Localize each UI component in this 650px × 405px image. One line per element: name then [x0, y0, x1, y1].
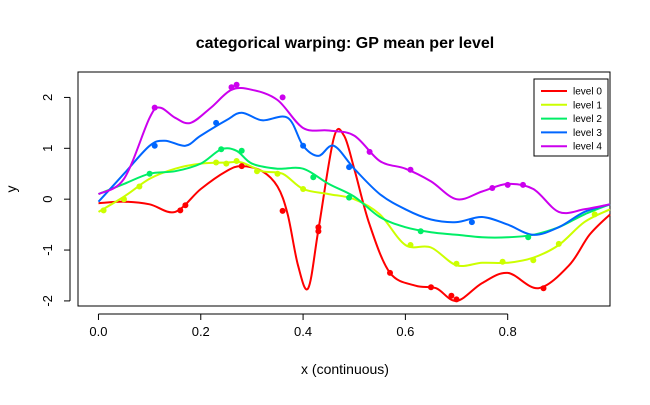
data-point-level-1 [121, 196, 127, 203]
data-point-level-4 [366, 148, 373, 155]
data-point-level-4 [228, 84, 235, 91]
y-axis: -2 -1 0 1 2 [40, 94, 71, 307]
series-points [100, 81, 598, 303]
data-point-level-2 [238, 147, 245, 154]
data-point-level-4 [504, 181, 511, 188]
data-point-level-1 [213, 159, 220, 166]
legend-label: level 2 [573, 114, 602, 125]
data-point-level-4 [233, 81, 240, 88]
data-point-level-0 [387, 269, 393, 276]
data-point-level-1 [499, 258, 506, 265]
x-axis-label: x (continuous) [301, 361, 389, 377]
x-tick-label: 0.8 [499, 324, 517, 339]
data-point-level-0 [540, 285, 547, 292]
data-point-level-1 [254, 168, 260, 175]
data-point-level-0 [238, 163, 245, 170]
data-point-level-0 [428, 284, 434, 291]
data-point-level-1 [453, 260, 460, 267]
x-tick-label: 0.4 [294, 324, 312, 339]
data-point-level-0 [315, 228, 322, 235]
plot-frame [77, 71, 611, 307]
y-tick-label: -1 [40, 244, 55, 256]
data-point-level-1 [555, 240, 562, 247]
data-point-level-0 [448, 292, 455, 299]
data-point-level-3 [300, 142, 307, 149]
x-tick-label: 0.2 [192, 324, 210, 339]
data-point-level-1 [407, 242, 414, 248]
data-point-level-2 [525, 234, 532, 241]
y-axis-label: y [3, 186, 19, 193]
data-point-level-2 [417, 228, 424, 235]
y-tick-label: 1 [40, 145, 55, 152]
data-point-level-4 [279, 94, 286, 101]
series-line-level-4 [97, 87, 611, 215]
series-line-level-3 [97, 111, 611, 236]
data-point-level-4 [489, 185, 496, 191]
data-point-level-2 [146, 170, 153, 177]
legend-label: level 4 [573, 142, 602, 153]
data-point-level-0 [453, 296, 460, 303]
data-point-level-0 [182, 202, 189, 209]
data-point-level-3 [213, 119, 220, 126]
data-point-level-3 [468, 219, 475, 226]
x-tick-label: 0.6 [396, 324, 414, 339]
data-point-level-2 [310, 174, 317, 181]
legend-label: level 0 [573, 87, 602, 98]
data-point-level-1 [223, 160, 230, 167]
series-curves [97, 87, 611, 302]
data-point-level-2 [346, 194, 353, 201]
x-tick-label: 0.0 [89, 324, 107, 339]
data-point-level-4 [520, 181, 526, 188]
y-tick-label: 2 [40, 94, 55, 101]
data-point-level-0 [279, 207, 286, 214]
chart-title: categorical warping: GP mean per level [196, 35, 494, 52]
legend: level 0 level 1 level 2 level 3 level 4 [533, 78, 609, 157]
data-point-level-3 [151, 142, 158, 149]
data-point-level-1 [233, 158, 240, 164]
y-tick-label: 0 [40, 196, 55, 203]
data-point-level-4 [407, 166, 414, 173]
data-point-level-0 [177, 207, 184, 214]
legend-label: level 3 [573, 128, 602, 139]
data-point-level-1 [100, 207, 107, 214]
series-line-level-0 [98, 128, 611, 302]
data-point-level-1 [530, 257, 537, 264]
x-axis: 0.0 0.2 0.4 0.6 0.8 [89, 313, 517, 339]
data-point-level-2 [218, 146, 225, 153]
data-point-level-4 [151, 104, 158, 111]
legend-label: level 1 [573, 100, 602, 111]
series-line-level-1 [97, 160, 611, 268]
series-line-level-2 [98, 147, 611, 239]
data-point-level-3 [346, 164, 353, 171]
data-point-level-1 [136, 183, 143, 190]
data-point-level-1 [300, 186, 307, 192]
data-point-level-1 [591, 211, 598, 218]
y-tick-label: -2 [40, 295, 55, 307]
data-point-level-1 [274, 170, 281, 177]
